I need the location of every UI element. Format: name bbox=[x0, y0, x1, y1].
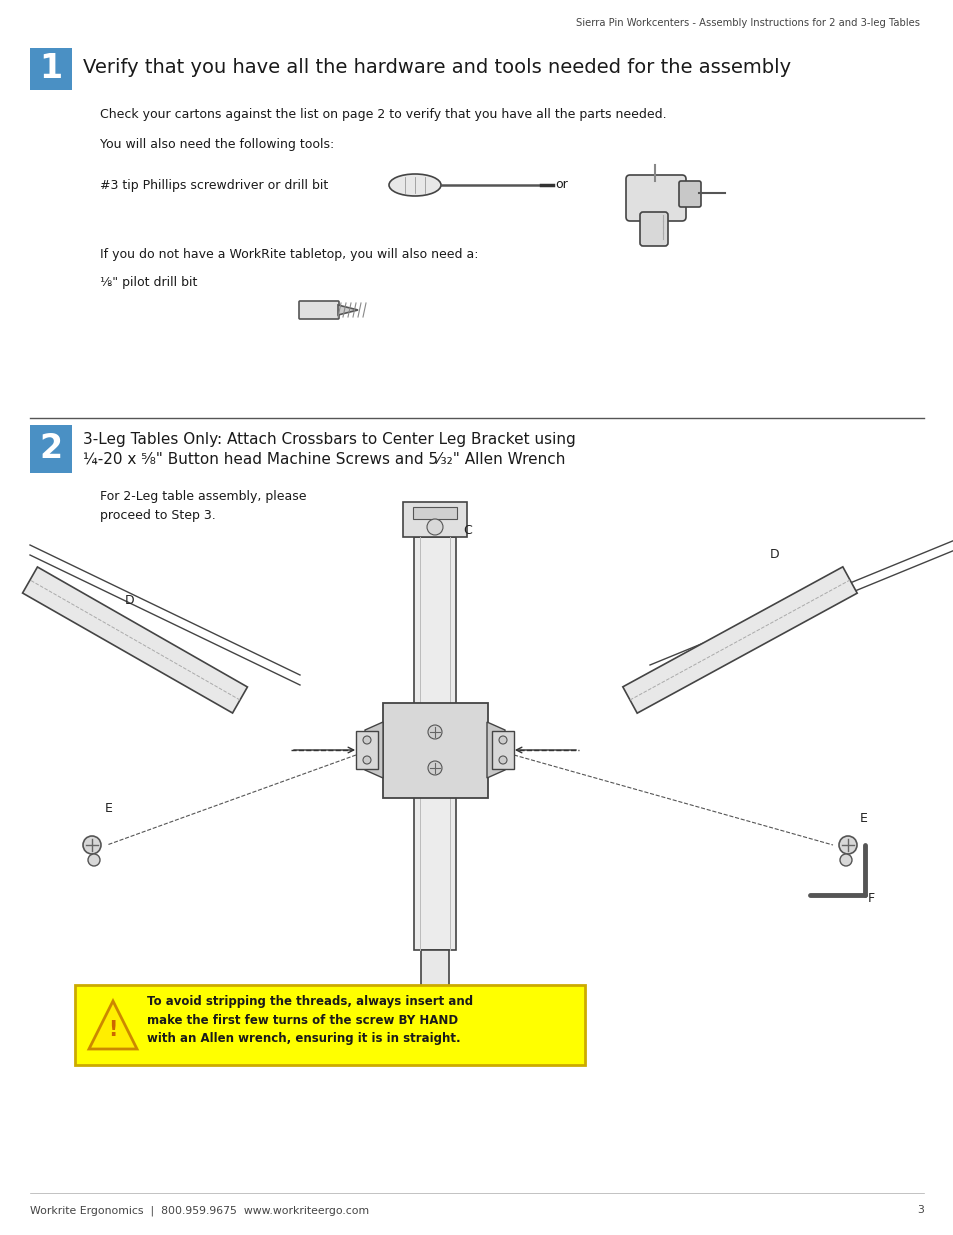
Polygon shape bbox=[337, 305, 357, 315]
Text: If you do not have a WorkRite tabletop, you will also need a:: If you do not have a WorkRite tabletop, … bbox=[100, 248, 478, 261]
Text: D: D bbox=[125, 594, 134, 606]
Text: Check your cartons against the list on page 2 to verify that you have all the pa: Check your cartons against the list on p… bbox=[100, 107, 666, 121]
Text: You will also need the following tools:: You will also need the following tools: bbox=[100, 138, 334, 151]
Text: 3: 3 bbox=[916, 1205, 923, 1215]
Circle shape bbox=[83, 836, 101, 853]
Text: 3-Leg Tables Only: Attach Crossbars to Center Leg Bracket using: 3-Leg Tables Only: Attach Crossbars to C… bbox=[83, 432, 576, 447]
FancyBboxPatch shape bbox=[679, 182, 700, 207]
Circle shape bbox=[88, 853, 100, 866]
Text: E: E bbox=[859, 811, 867, 825]
Circle shape bbox=[838, 836, 856, 853]
Polygon shape bbox=[365, 722, 382, 778]
Polygon shape bbox=[365, 995, 504, 1040]
Polygon shape bbox=[89, 1002, 137, 1049]
FancyBboxPatch shape bbox=[413, 508, 456, 519]
Text: !: ! bbox=[109, 1020, 117, 1040]
FancyBboxPatch shape bbox=[639, 212, 667, 246]
FancyBboxPatch shape bbox=[30, 48, 71, 90]
Text: 1: 1 bbox=[39, 53, 63, 85]
FancyBboxPatch shape bbox=[402, 501, 467, 537]
Text: #3 tip Phillips screwdriver or drill bit: #3 tip Phillips screwdriver or drill bit bbox=[100, 179, 328, 191]
Text: or: or bbox=[555, 179, 567, 191]
FancyBboxPatch shape bbox=[492, 731, 514, 769]
Text: Workrite Ergonomics  |  800.959.9675  www.workriteergo.com: Workrite Ergonomics | 800.959.9675 www.w… bbox=[30, 1205, 369, 1215]
FancyBboxPatch shape bbox=[414, 537, 456, 950]
FancyBboxPatch shape bbox=[298, 301, 338, 319]
Text: D: D bbox=[769, 548, 779, 562]
Circle shape bbox=[428, 725, 441, 739]
FancyBboxPatch shape bbox=[385, 995, 484, 1015]
Circle shape bbox=[498, 736, 506, 743]
FancyBboxPatch shape bbox=[355, 731, 377, 769]
Text: For 2-Leg table assembly, please
proceed to Step 3.: For 2-Leg table assembly, please proceed… bbox=[100, 490, 306, 522]
Polygon shape bbox=[486, 722, 504, 778]
Ellipse shape bbox=[389, 174, 440, 196]
Circle shape bbox=[498, 756, 506, 764]
FancyBboxPatch shape bbox=[382, 703, 488, 798]
Text: C: C bbox=[462, 524, 471, 536]
Text: F: F bbox=[867, 892, 874, 904]
Text: Verify that you have all the hardware and tools needed for the assembly: Verify that you have all the hardware an… bbox=[83, 58, 790, 77]
Text: To avoid stripping the threads, always insert and
make the first few turns of th: To avoid stripping the threads, always i… bbox=[147, 995, 473, 1045]
FancyBboxPatch shape bbox=[75, 986, 584, 1065]
FancyBboxPatch shape bbox=[30, 425, 71, 473]
Circle shape bbox=[363, 756, 371, 764]
Text: E: E bbox=[105, 802, 112, 815]
Text: 2: 2 bbox=[39, 432, 63, 466]
Circle shape bbox=[428, 761, 441, 776]
Circle shape bbox=[363, 736, 371, 743]
Circle shape bbox=[427, 519, 442, 535]
FancyBboxPatch shape bbox=[625, 175, 685, 221]
Circle shape bbox=[840, 853, 851, 866]
Text: Sierra Pin Workcenters - Assembly Instructions for 2 and 3-leg Tables: Sierra Pin Workcenters - Assembly Instru… bbox=[576, 19, 919, 28]
Text: ⅛" pilot drill bit: ⅛" pilot drill bit bbox=[100, 275, 197, 289]
Polygon shape bbox=[622, 567, 857, 713]
Text: ¼-20 x ⁵⁄₈" Button head Machine Screws and 5⁄₃₂" Allen Wrench: ¼-20 x ⁵⁄₈" Button head Machine Screws a… bbox=[83, 452, 565, 467]
Polygon shape bbox=[23, 567, 247, 713]
FancyBboxPatch shape bbox=[420, 950, 449, 995]
